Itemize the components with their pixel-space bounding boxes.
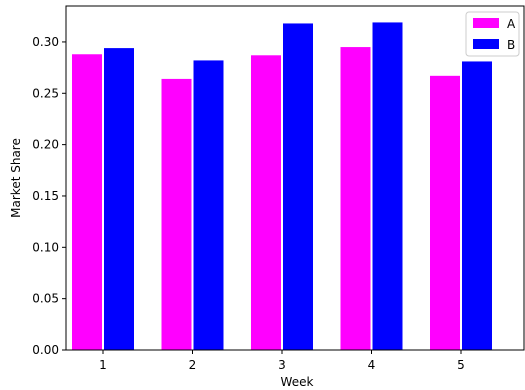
legend-label-A: A <box>507 17 516 31</box>
legend-label-B: B <box>507 38 515 52</box>
bars-group <box>72 22 492 351</box>
y-tick-label: 0.15 <box>32 189 59 203</box>
bar-series-A-cat-5 <box>430 75 460 350</box>
bar-series-B-cat-2 <box>193 60 224 350</box>
y-tick-label: 0.25 <box>32 86 59 100</box>
x-tick-label: 3 <box>278 358 286 372</box>
x-tick-label: 4 <box>368 358 376 372</box>
y-ticks-group: 0.00 0.05 0.10 0.15 0.20 0.25 0.30 <box>32 35 66 357</box>
legend-swatch-A <box>473 18 499 28</box>
x-ticks-group: 1 2 3 4 5 <box>99 350 465 372</box>
y-tick-label: 0.30 <box>32 35 59 49</box>
x-axis-label: Week <box>281 375 314 389</box>
y-tick-label: 0.10 <box>32 240 59 254</box>
y-tick-label: 0.20 <box>32 138 59 152</box>
bar-series-A-cat-2 <box>161 78 192 350</box>
legend: AB <box>465 11 520 57</box>
plot-frame <box>65 5 525 351</box>
x-tick-label: 5 <box>457 358 465 372</box>
axes-group <box>65 5 525 351</box>
x-tick-label: 1 <box>99 358 107 372</box>
y-tick-label: 0.05 <box>32 292 59 306</box>
y-axis-label: Market Share <box>9 138 23 218</box>
bar-series-A-cat-4 <box>340 47 371 351</box>
bar-series-B-cat-4 <box>372 22 403 351</box>
x-tick-label: 2 <box>189 358 197 372</box>
bar-series-A-cat-1 <box>72 54 102 350</box>
bar-series-B-cat-3 <box>283 23 313 350</box>
bar-series-B-cat-1 <box>104 48 134 350</box>
y-tick-label: 0.00 <box>32 343 59 357</box>
bar-series-A-cat-3 <box>251 55 281 350</box>
legend-swatch-B <box>473 39 499 49</box>
bar-series-B-cat-5 <box>462 61 492 350</box>
